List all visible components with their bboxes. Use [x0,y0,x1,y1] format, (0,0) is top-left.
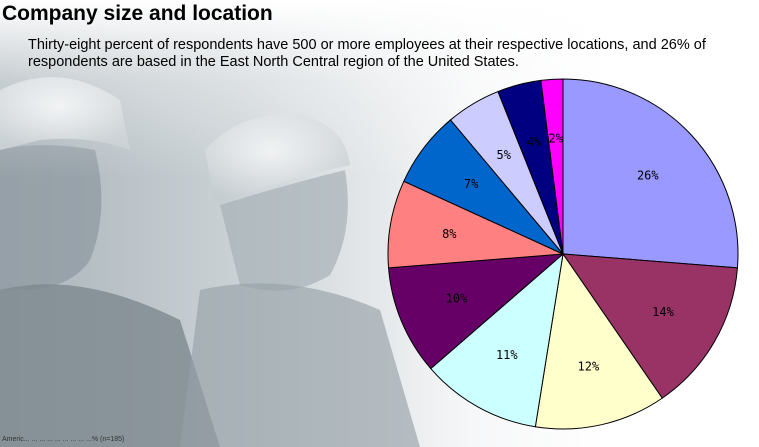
pie-data-label: 2% [548,132,563,146]
pie-data-label: 10% [446,292,468,306]
pie-labels: 26% 14% 12% 11% 10% 8% 7% 5% 4% 2% [442,132,675,374]
page-title: Company size and location [2,2,273,25]
page-subtitle: Thirty-eight percent of respondents have… [28,37,706,70]
pie-slice [430,252,564,428]
pie-data-label: 14% [652,305,674,319]
pie-slices [387,78,739,430]
pie-data-label: 8% [442,227,457,241]
pie-slice [388,253,565,370]
pie-slice [534,252,663,430]
pie-slice [562,78,739,269]
pie-slice [540,78,564,255]
pie-data-label: 12% [578,360,600,374]
pie-data-label: 4% [527,135,542,149]
pie-data-label: 5% [496,148,511,162]
pie-data-label: 26% [637,169,659,183]
pie-data-label: 7% [464,177,479,191]
pie-slice [387,180,565,269]
pie-data-label: 11% [496,348,518,362]
pie-slice [561,253,738,399]
footnote: Americ... ... ... ... ... ... ... ... ..… [2,436,125,443]
